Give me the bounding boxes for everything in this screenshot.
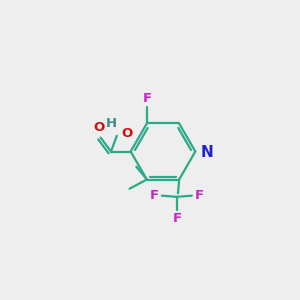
Text: F: F — [150, 189, 159, 202]
Text: O: O — [122, 127, 133, 140]
Text: N: N — [201, 145, 214, 160]
Text: H: H — [106, 117, 117, 130]
Text: O: O — [94, 122, 105, 134]
Text: F: F — [195, 189, 204, 202]
Text: F: F — [142, 92, 152, 105]
Text: F: F — [172, 212, 182, 225]
